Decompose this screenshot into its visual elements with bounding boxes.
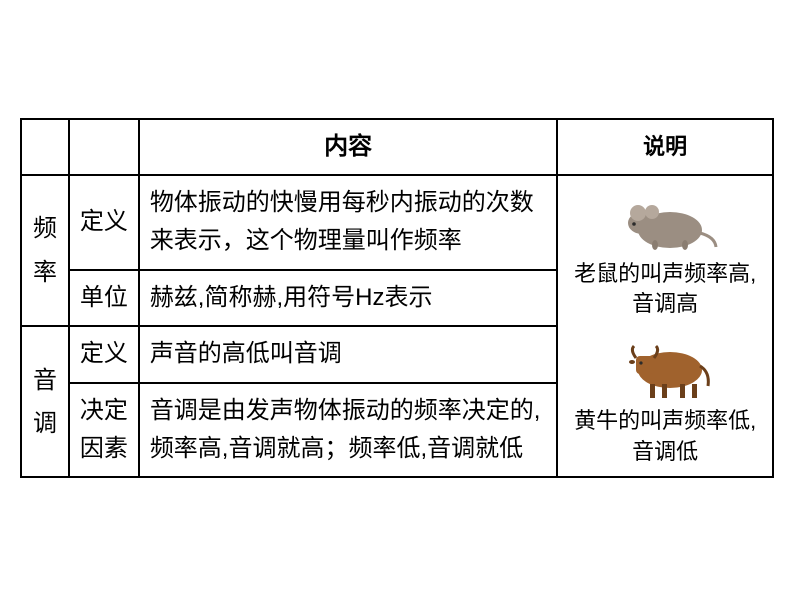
mouse-caption: 老鼠的叫声频率高,音调高 bbox=[564, 259, 766, 321]
table-container: 内容 说明 频率 定义 物体振动的快慢用每秒内振动的次数来表示，这个物理量叫作频… bbox=[0, 118, 794, 479]
cow-icon bbox=[610, 332, 720, 402]
freq-unit-text: 赫兹,简称赫,用符号Hz表示 bbox=[139, 270, 558, 326]
pitch-factor-label: 决定因素 bbox=[69, 383, 139, 478]
pitch-label: 音调 bbox=[21, 326, 69, 477]
header-empty1 bbox=[21, 119, 69, 175]
explain-cell: 老鼠的叫声频率高,音调高 黄牛的叫声频率低,音调低 bbox=[557, 175, 773, 477]
cow-illustration: 黄牛的叫声频率低,音调低 bbox=[564, 332, 766, 468]
pitch-def-label: 定义 bbox=[69, 326, 139, 382]
header-empty2 bbox=[69, 119, 139, 175]
freq-unit-label: 单位 bbox=[69, 270, 139, 326]
pitch-factor-text: 音调是由发声物体振动的频率决定的,频率高,音调就高；频率低,音调就低 bbox=[139, 383, 558, 478]
cow-caption: 黄牛的叫声频率低,音调低 bbox=[564, 406, 766, 468]
header-content: 内容 bbox=[139, 119, 558, 175]
freq-label: 频率 bbox=[21, 175, 69, 326]
mouse-icon bbox=[610, 185, 720, 255]
mouse-illustration: 老鼠的叫声频率高,音调高 bbox=[564, 185, 766, 321]
header-row: 内容 说明 bbox=[21, 119, 773, 175]
freq-def-row: 频率 定义 物体振动的快慢用每秒内振动的次数来表示，这个物理量叫作频率 老鼠的叫… bbox=[21, 175, 773, 270]
header-explain: 说明 bbox=[557, 119, 773, 175]
freq-def-label: 定义 bbox=[69, 175, 139, 270]
pitch-def-text: 声音的高低叫音调 bbox=[139, 326, 558, 382]
freq-def-text: 物体振动的快慢用每秒内振动的次数来表示，这个物理量叫作频率 bbox=[139, 175, 558, 270]
physics-table: 内容 说明 频率 定义 物体振动的快慢用每秒内振动的次数来表示，这个物理量叫作频… bbox=[20, 118, 774, 479]
